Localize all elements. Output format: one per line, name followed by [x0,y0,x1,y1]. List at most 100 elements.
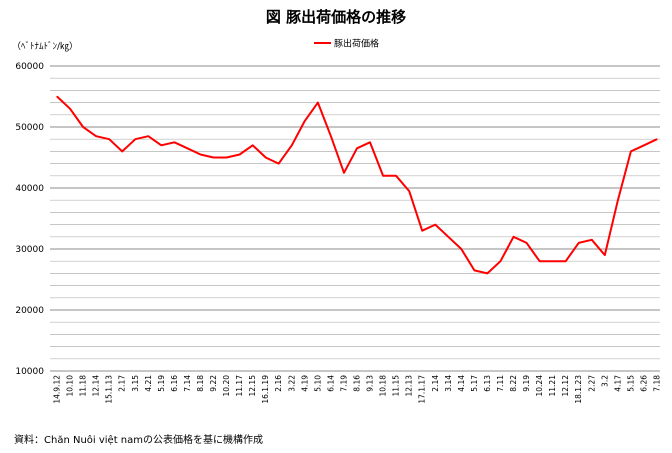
x-tick-label: 12.12 [561,375,570,397]
x-tick-label: 8.16 [353,375,362,392]
data-point [317,102,319,104]
x-tick-label: 9.13 [366,375,375,392]
legend-label: 豚出荷価格 [334,38,379,50]
data-point [147,135,149,137]
y-tick-label: 60000 [15,62,44,72]
data-point [434,224,436,226]
x-tick-label: 9.22 [209,375,218,392]
x-tick-label: 3.14 [444,375,453,392]
data-point [356,147,358,149]
data-point [304,120,306,122]
y-tick-label: 40000 [15,184,44,194]
x-tick-label: 12.14 [92,375,101,397]
legend: 豚出荷価格 [314,38,379,50]
data-point [160,144,162,146]
chart-title: 図 豚出荷価格の推移 [265,8,407,26]
data-point [591,239,593,241]
y-axis-ticks: 10000 20000 30000 40000 50000 60000 [15,62,44,377]
x-tick-label: 17.1.17 [418,375,427,404]
x-tick-label: 5.19 [157,375,166,392]
x-tick-label: 4.14 [457,375,466,392]
y-tick-label: 20000 [15,306,44,316]
source-note: 資料：Chăn Nuôi việt namの公表価格を基に機構作成 [14,435,264,446]
data-point [278,163,280,165]
x-tick-label: 11.17 [235,375,244,397]
x-tick-label: 10.20 [222,375,231,397]
x-tick-label: 7.18 [653,375,662,392]
y-tick-label: 50000 [15,123,44,133]
y-tick-label: 10000 [15,367,44,377]
x-tick-label: 6.16 [170,375,179,392]
data-point [291,144,293,146]
data-point [656,138,658,140]
x-tick-label: 4.17 [613,375,622,392]
y-axis-unit-label: （ﾍﾞﾄﾅﾑﾄﾞﾝ/㎏） [12,42,79,52]
data-point [447,236,449,238]
x-tick-label: 5.17 [470,375,479,392]
data-point [225,156,228,159]
data-point [460,248,462,250]
data-point [212,156,215,159]
gridlines [50,65,660,372]
data-point [525,242,528,244]
data-point [134,138,136,140]
x-tick-label: 10.10 [66,375,75,397]
x-tick-label: 7.11 [496,375,505,392]
x-tick-label: 3.22 [287,375,296,392]
x-tick-label: 2.27 [587,375,596,392]
data-point [604,254,606,256]
data-point [408,190,410,192]
x-tick-label: 4.21 [144,375,153,392]
x-tick-label: 8.18 [196,375,205,392]
x-tick-label: 7.14 [183,375,192,392]
x-tick-label: 2.14 [431,375,440,392]
x-tick-label: 8.22 [509,375,518,392]
x-tick-label: 10.18 [379,375,388,397]
x-tick-label: 9.19 [522,375,531,392]
x-tick-label: 4.19 [300,375,309,392]
data-point [239,153,241,156]
data-point [473,269,475,271]
data-point [552,260,554,262]
series-group [56,95,658,275]
data-point [56,95,58,98]
x-tick-label: 15.1.13 [105,375,114,404]
x-tick-label: 3.15 [131,375,140,392]
data-point [486,272,489,274]
series-line [56,95,658,275]
data-point [69,108,71,110]
x-tick-label: 7.19 [339,375,348,392]
x-tick-label: 12.15 [248,375,257,397]
data-point [199,153,202,156]
x-tick-label: 6.26 [639,375,648,392]
x-tick-label: 14.9.12 [53,375,62,404]
data-point [512,236,515,238]
data-point [421,230,423,232]
data-point [630,150,632,152]
x-tick-label: 6.13 [483,375,492,392]
data-point [565,260,567,262]
x-tick-label: 6.14 [326,375,335,392]
data-point [82,126,84,128]
data-point [395,175,397,177]
data-point [643,144,645,146]
data-point [252,144,254,146]
x-tick-label: 16.1.19 [261,375,270,404]
x-tick-label: 5.15 [626,375,635,392]
x-tick-label: 11.15 [392,375,401,397]
x-tick-label: 11.21 [548,375,557,397]
data-point [617,199,619,201]
x-tick-label: 18.1.23 [574,375,583,404]
data-point [186,147,189,149]
x-tick-label: 3.2 [600,375,609,387]
x-tick-label: 2.17 [118,375,127,392]
data-point [108,138,110,140]
data-point [382,175,384,177]
y-tick-label: 30000 [15,245,44,255]
data-point [173,141,175,143]
data-point [330,135,332,137]
data-point [265,156,267,159]
data-point [343,172,345,174]
data-point [499,260,502,262]
